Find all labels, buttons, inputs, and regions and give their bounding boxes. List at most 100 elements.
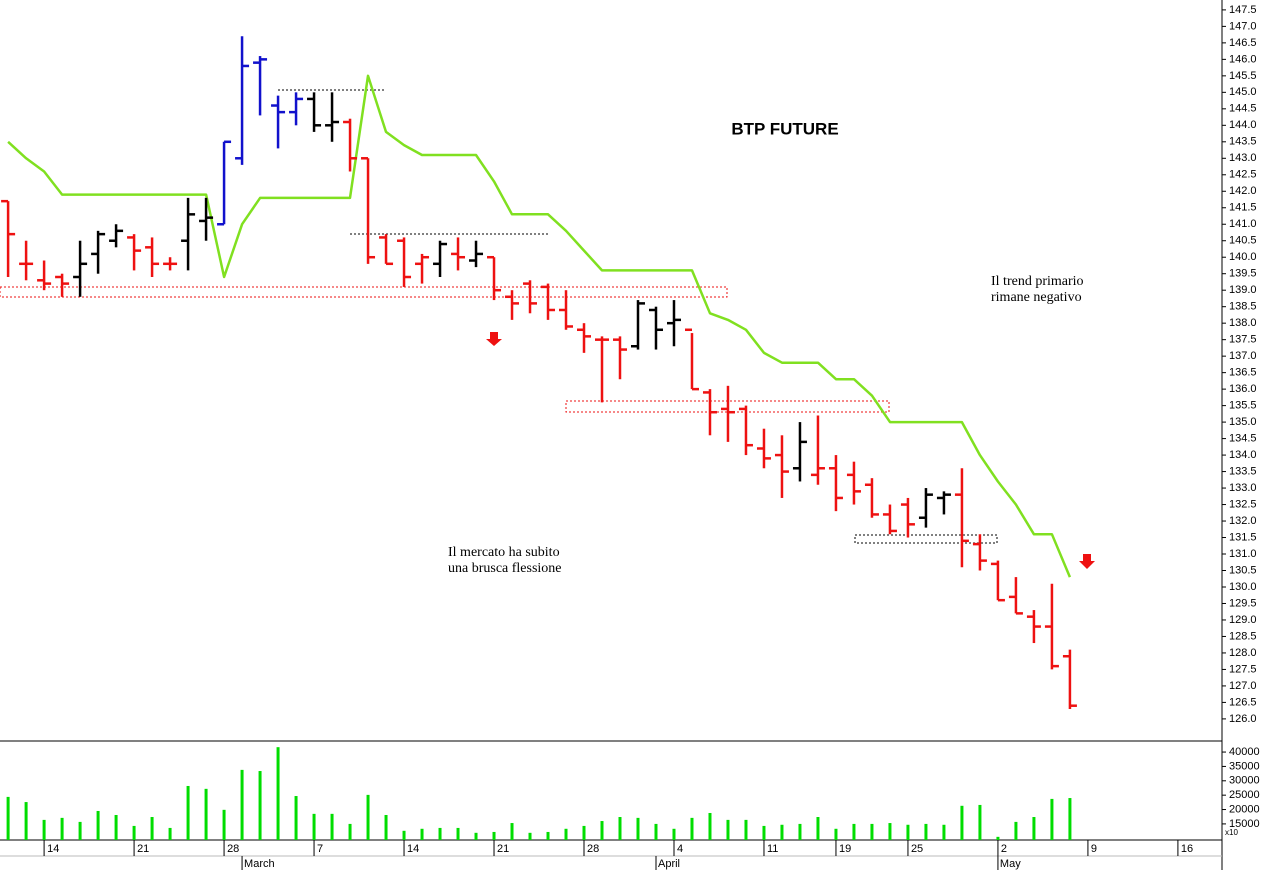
volume-bar xyxy=(294,796,298,840)
y-tick-label: 131.0 xyxy=(1229,548,1257,560)
volume-bar xyxy=(474,832,478,840)
volume-bar xyxy=(96,810,100,840)
volume-bar xyxy=(636,817,640,840)
volume-bar xyxy=(834,828,838,840)
y-tick-label: 136.0 xyxy=(1229,383,1257,395)
y-tick-label: 135.0 xyxy=(1229,416,1257,428)
volume-bar xyxy=(1068,798,1072,840)
y-unit-label: x10 xyxy=(1225,828,1238,837)
y-tick-label: 127.0 xyxy=(1229,680,1257,692)
volume-bar xyxy=(960,805,964,840)
volume-bar xyxy=(816,817,820,840)
volume-bar xyxy=(564,828,568,840)
x-tick-label: 21 xyxy=(497,843,509,855)
volume-bar xyxy=(348,823,352,840)
y-tick-label: 15000 xyxy=(1229,818,1260,830)
chart-title: BTP FUTURE xyxy=(731,119,838,138)
y-tick-label: 129.5 xyxy=(1229,597,1257,609)
y-tick-label: 134.0 xyxy=(1229,449,1257,461)
month-label: April xyxy=(658,858,680,870)
volume-bar xyxy=(60,817,64,840)
y-tick-label: 131.5 xyxy=(1229,531,1257,543)
y-tick-label: 145.0 xyxy=(1229,86,1257,98)
y-tick-label: 141.0 xyxy=(1229,218,1257,230)
y-tick-label: 143.5 xyxy=(1229,136,1257,148)
support-zone xyxy=(0,286,728,298)
consolidation-zone xyxy=(854,534,998,544)
x-tick-label: 21 xyxy=(137,843,149,855)
volume-bar xyxy=(366,794,370,840)
y-tick-label: 130.5 xyxy=(1229,564,1257,576)
volume-bar xyxy=(312,813,316,840)
y-tick-label: 127.5 xyxy=(1229,663,1257,675)
volume-bar xyxy=(276,747,280,840)
annotation: una brusca flessione xyxy=(448,561,562,576)
volume-bar xyxy=(744,819,748,840)
volume-bar xyxy=(654,823,658,840)
volume-bar xyxy=(438,827,442,840)
y-tick-label: 140.5 xyxy=(1229,235,1257,247)
y-tick-label: 133.5 xyxy=(1229,465,1257,477)
x-tick-label: 4 xyxy=(677,843,683,855)
y-tick-label: 137.0 xyxy=(1229,350,1257,362)
y-tick-label: 143.0 xyxy=(1229,152,1257,164)
y-tick-label: 142.0 xyxy=(1229,185,1257,197)
y-tick-label: 132.5 xyxy=(1229,498,1257,510)
volume-bar xyxy=(798,823,802,840)
volume-bar xyxy=(114,814,118,840)
month-label: May xyxy=(1000,858,1021,870)
volume-bar xyxy=(528,832,532,840)
volume-bar xyxy=(492,831,496,840)
x-tick-label: 14 xyxy=(407,843,419,855)
volume-bar xyxy=(78,821,82,840)
y-tick-label: 35000 xyxy=(1229,760,1260,772)
x-tick-label: 28 xyxy=(587,843,599,855)
y-tick-label: 140.0 xyxy=(1229,251,1257,263)
annotation: rimane negativo xyxy=(991,290,1082,305)
volume-bar xyxy=(1032,817,1036,840)
x-tick-label: 7 xyxy=(317,843,323,855)
volume-bar xyxy=(924,823,928,840)
y-tick-label: 144.0 xyxy=(1229,119,1257,131)
volume-bar xyxy=(978,804,982,840)
volume-bar xyxy=(384,814,388,840)
volume-bar xyxy=(150,817,154,840)
annotation: Il mercato ha subito xyxy=(448,545,560,560)
down-arrow xyxy=(486,332,502,346)
volume-bar xyxy=(186,785,190,840)
volume-bar xyxy=(222,809,226,840)
x-tick-label: 11 xyxy=(767,843,778,855)
y-tick-label: 146.5 xyxy=(1229,37,1257,49)
y-tick-label: 141.5 xyxy=(1229,202,1257,214)
month-label: March xyxy=(244,858,275,870)
y-tick-label: 133.0 xyxy=(1229,482,1257,494)
volume-bar xyxy=(726,819,730,840)
volume-bar xyxy=(42,819,46,840)
y-tick-label: 146.0 xyxy=(1229,53,1257,65)
volume-bar xyxy=(420,828,424,840)
y-tick-label: 138.0 xyxy=(1229,317,1257,329)
volume-bar xyxy=(582,825,586,840)
y-tick-label: 134.5 xyxy=(1229,432,1257,444)
y-tick-label: 139.5 xyxy=(1229,268,1257,280)
y-tick-label: 145.5 xyxy=(1229,70,1257,82)
y-tick-label: 40000 xyxy=(1229,746,1260,758)
annotation: Il trend primario xyxy=(991,274,1084,289)
y-tick-label: 139.0 xyxy=(1229,284,1257,296)
volume-bar xyxy=(708,812,712,840)
volume-bar xyxy=(780,824,784,840)
y-tick-label: 126.5 xyxy=(1229,696,1257,708)
y-tick-label: 142.5 xyxy=(1229,169,1257,181)
volume-bar xyxy=(456,827,460,840)
y-tick-label: 135.5 xyxy=(1229,400,1257,412)
volume-bar xyxy=(690,817,694,840)
y-tick-label: 25000 xyxy=(1229,789,1260,801)
y-tick-label: 132.0 xyxy=(1229,515,1257,527)
volume-bar xyxy=(942,824,946,840)
y-tick-label: 126.0 xyxy=(1229,713,1257,725)
x-tick-label: 14 xyxy=(47,843,59,855)
volume-bar xyxy=(168,827,172,840)
x-tick-label: 9 xyxy=(1091,843,1097,855)
y-tick-label: 129.0 xyxy=(1229,614,1257,626)
